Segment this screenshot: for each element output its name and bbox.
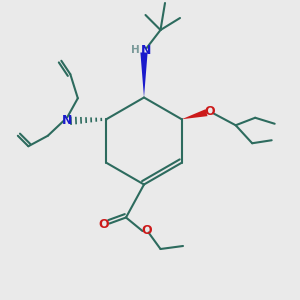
Text: O: O [141, 224, 152, 238]
Polygon shape [140, 52, 148, 98]
Text: O: O [205, 105, 215, 118]
Text: N: N [62, 114, 73, 127]
Polygon shape [182, 109, 208, 119]
Text: O: O [99, 218, 110, 232]
Text: N: N [141, 44, 152, 58]
Text: H: H [131, 45, 140, 55]
